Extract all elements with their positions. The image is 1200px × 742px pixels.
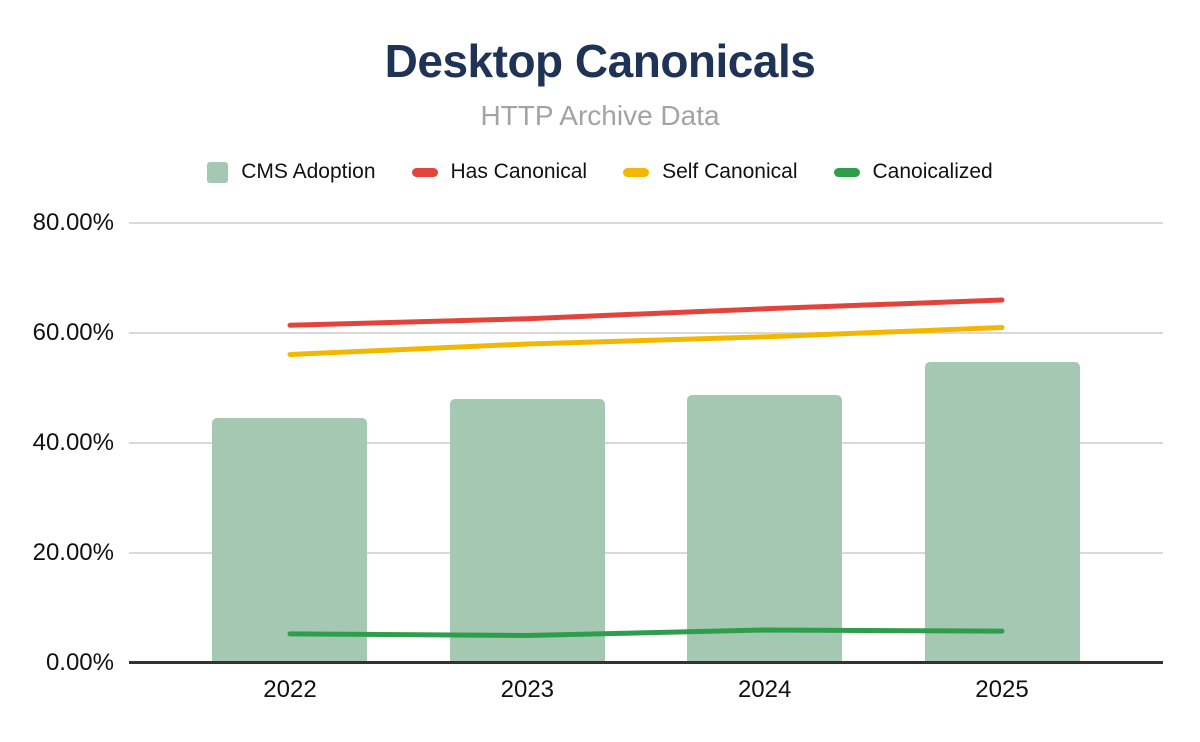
legend-label-canoicalized: Canoicalized <box>872 160 993 183</box>
x-tick-label-2025: 2025 <box>975 676 1029 703</box>
legend-swatch-self-canonical <box>623 167 650 177</box>
line-self-canonical <box>287 325 1005 357</box>
y-tick-label-20-00-: 20.00% <box>32 539 114 566</box>
line-series-layer <box>287 297 1005 638</box>
bar-2024-cms-adoption <box>687 394 843 663</box>
legend-label-has-canonical: Has Canonical <box>450 160 588 183</box>
chart-subtitle: HTTP Archive Data <box>480 100 720 131</box>
x-tick-label-2023: 2023 <box>500 676 555 703</box>
plot-area <box>129 222 1163 664</box>
y-tick-label-0-00-: 0.00% <box>45 649 114 676</box>
legend-swatch-cms-adoption <box>207 161 229 183</box>
legend-label-cms-adoption: CMS Adoption <box>241 160 376 183</box>
line-canoicalized <box>287 627 1005 638</box>
x-axis-labels: 2022 2023 2024 2025 <box>129 676 1163 706</box>
x-tick-label-2022: 2022 <box>263 676 317 703</box>
chart-title: Desktop Canonicals <box>384 35 816 87</box>
bar-2023-cms-adoption <box>449 399 605 663</box>
y-tick-label-80-00-: 80.00% <box>32 209 114 236</box>
gridline-40-00- <box>129 442 1163 444</box>
legend-item-has-canonical: Has Canonical <box>411 160 588 184</box>
legend-item-cms-adoption: CMS Adoption <box>207 160 376 184</box>
legend-item-canoicalized: Canoicalized <box>833 160 993 184</box>
line-has-canonical <box>287 297 1005 328</box>
x-tick-label-2024: 2024 <box>737 676 792 703</box>
x-axis-line <box>129 661 1163 664</box>
gridline-80-00- <box>129 222 1163 224</box>
y-tick-label-60-00-: 60.00% <box>32 319 114 346</box>
legend-swatch-has-canonical <box>411 167 438 177</box>
y-axis-labels: 0.00% 20.00% 40.00% 60.00% 80.00% <box>0 0 114 742</box>
legend: CMS Adoption Has Canonical Self Canonical C… <box>0 156 1200 188</box>
y-tick-label-40-00-: 40.00% <box>32 429 114 456</box>
legend-swatch-canoicalized <box>833 167 860 177</box>
bar-2025-cms-adoption <box>924 361 1080 663</box>
bar-2022-cms-adoption <box>212 418 368 663</box>
gridline-20-00- <box>129 552 1163 554</box>
legend-item-self-canonical: Self Canonical <box>623 160 798 184</box>
gridline-60-00- <box>129 332 1163 334</box>
legend-label-self-canonical: Self Canonical <box>662 160 798 183</box>
